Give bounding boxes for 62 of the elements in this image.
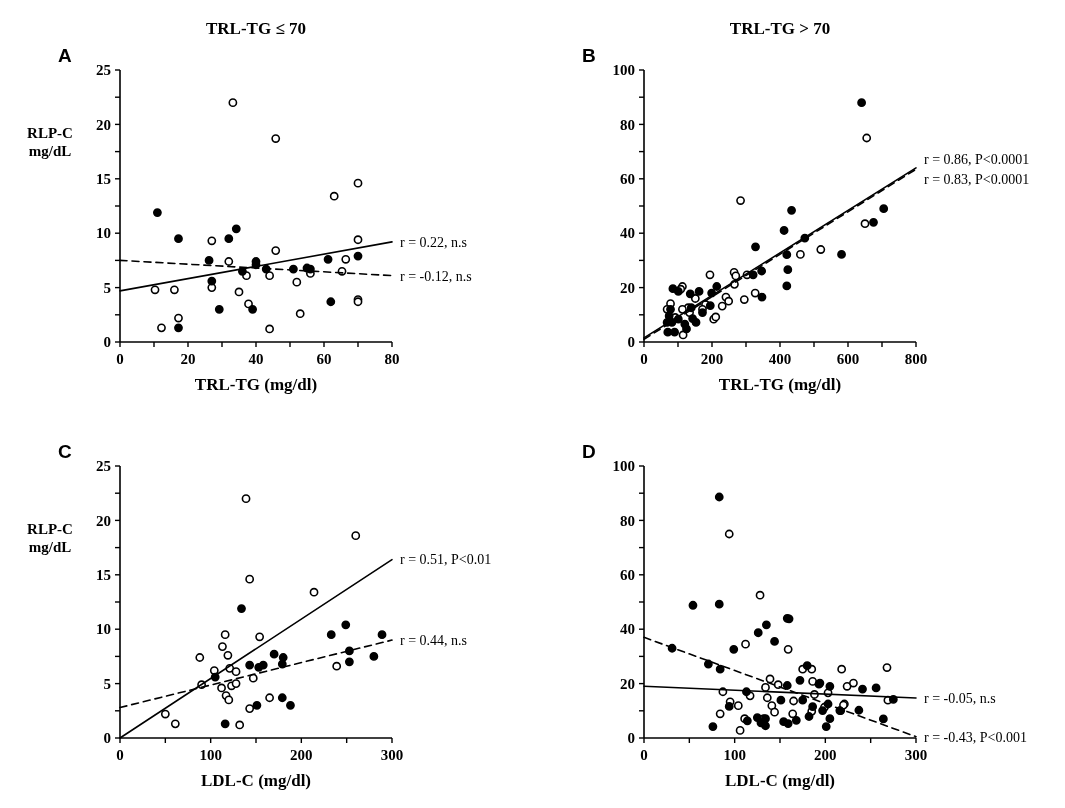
chart-title: C [58,441,72,462]
y-tick-label: 40 [620,225,635,242]
x-axis-title: TRL-TG (mg/dl) [194,375,318,394]
y-tick-label: 0 [103,334,111,351]
chart-subtitle: TRL-TG ≤ 70 [205,19,307,38]
y-tick-label: 10 [96,225,111,242]
x-tick-label: 20 [180,351,196,367]
y-tick-label: 15 [96,171,111,188]
x-tick-label: 100 [723,747,746,763]
y-tick-label: 20 [96,512,111,529]
x-tick-label: 800 [904,351,928,367]
annotation: r = 0.22, n.s [400,234,468,250]
x-tick-label: 300 [380,747,404,763]
x-tick-label: 100 [199,747,222,763]
x-tick-label: 400 [768,351,792,367]
x-tick-label: 60 [316,351,332,367]
y-tick-label: 20 [96,116,111,133]
annotation: r = 0.51, P<0.01 [400,552,492,568]
y-tick-label: 60 [620,567,635,584]
annotation: r = 0.83, P<0.0001 [924,171,1030,187]
chart-subtitle: TRL-TG > 70 [729,19,831,38]
y-tick-label: 10 [96,621,111,638]
y-tick-label: 5 [103,675,111,692]
x-tick-label: 80 [384,351,400,367]
annotation: r = 0.44, n.s [400,632,468,648]
annotation: r = -0.12, n.s [400,268,472,284]
chart-title: A [58,45,72,66]
y-tick-label: 20 [620,675,635,692]
chart-title: B [582,45,596,66]
x-axis-title: TRL-TG (mg/dl) [718,375,842,394]
y-axis-title: RLP-C mg/dL [27,521,73,555]
x-tick-label: 200 [290,747,313,763]
x-tick-label: 0 [116,747,124,763]
x-tick-label: 0 [116,351,124,367]
y-tick-label: 60 [620,171,635,188]
x-tick-label: 600 [836,351,860,367]
y-tick-label: 25 [96,458,111,475]
y-tick-label: 0 [627,334,635,351]
y-tick-label: 80 [620,512,635,529]
y-tick-label: 80 [620,116,635,133]
annotation: r = -0.43, P<0.001 [924,729,1027,745]
y-tick-label: 25 [96,62,111,79]
x-axis-title: LDL-C (mg/dl) [724,771,836,790]
x-tick-label: 200 [814,747,837,763]
chart-title: D [582,441,596,462]
y-tick-label: 0 [103,730,111,747]
y-tick-label: 20 [620,279,635,296]
y-tick-label: 0 [627,730,635,747]
x-tick-label: 40 [248,351,264,367]
y-axis-title: RLP-C mg/dL [27,125,73,159]
y-tick-label: 40 [620,621,635,638]
y-tick-label: 100 [612,458,635,475]
x-tick-label: 200 [700,351,724,367]
annotation: r = -0.05, n.s [924,690,996,706]
y-tick-label: 15 [96,567,111,584]
annotation: r = 0.86, P<0.0001 [924,151,1030,167]
y-tick-label: 100 [612,62,635,79]
x-tick-label: 300 [904,747,928,763]
y-tick-label: 5 [103,279,111,296]
x-tick-label: 0 [640,747,648,763]
x-tick-label: 0 [640,351,648,367]
x-axis-title: LDL-C (mg/dl) [200,771,312,790]
